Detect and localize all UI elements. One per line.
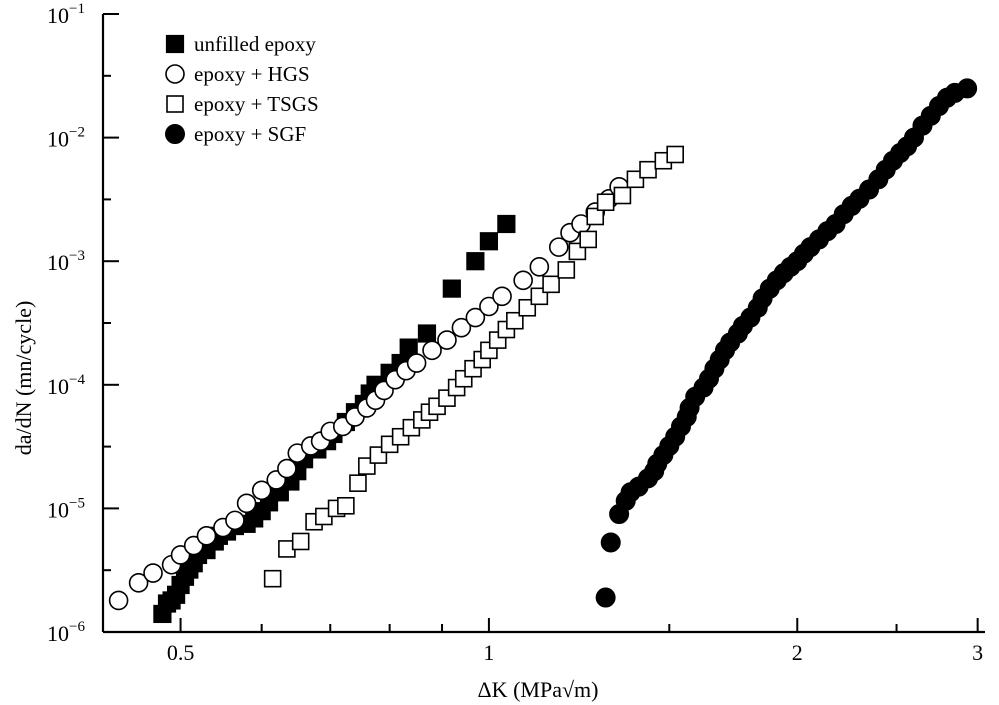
data-point <box>236 493 257 514</box>
series-2 <box>263 145 684 588</box>
legend-marker <box>166 95 184 113</box>
y-tick-label-exponent: −5 <box>69 495 85 511</box>
legend: unfilled epoxy epoxy + HGS epoxy + TSGS epo… <box>165 32 319 146</box>
data-point <box>596 193 615 212</box>
y-tick-label-exponent: −6 <box>69 619 85 635</box>
series-layer <box>108 78 978 624</box>
data-point <box>479 296 499 317</box>
data-point <box>196 526 217 546</box>
data-point <box>666 145 684 164</box>
series-0 <box>153 214 516 624</box>
data-point <box>529 257 550 277</box>
y-ticks: 10−610−510−410−310−210−1 <box>47 1 119 646</box>
y-tick-label-exponent: −2 <box>69 125 85 141</box>
legend-label: epoxy + TSGS <box>194 92 319 116</box>
data-point <box>263 569 282 588</box>
data-point <box>170 545 191 565</box>
legend-label: unfilled epoxy <box>194 32 316 56</box>
legend-label: epoxy + HGS <box>194 62 310 86</box>
data-point <box>957 78 978 99</box>
data-point <box>349 474 367 492</box>
data-point <box>406 353 427 373</box>
x-tick-label: 0.5 <box>167 640 195 665</box>
data-point <box>399 338 418 357</box>
x-tick-label: 2 <box>792 640 803 665</box>
y-tick-label-exponent: −4 <box>69 372 85 388</box>
y-tick-label: 10−6 <box>47 619 85 646</box>
data-point <box>337 496 355 515</box>
data-point <box>579 230 597 249</box>
data-point <box>595 587 616 608</box>
data-point <box>506 311 524 330</box>
data-point <box>479 232 499 251</box>
data-point <box>437 330 457 350</box>
y-tick-label-base: 10 <box>47 127 69 152</box>
x-axis-label: ΔK (MPa√m) <box>478 677 599 702</box>
data-point <box>422 340 442 361</box>
y-tick-label-base: 10 <box>47 374 69 399</box>
data-point <box>251 480 272 501</box>
x-tick-label: 3 <box>972 640 983 665</box>
data-point <box>586 207 605 226</box>
y-tick-label: 10−3 <box>47 248 85 275</box>
legend-marker <box>165 34 185 54</box>
data-point <box>600 532 621 553</box>
y-tick-label-base: 10 <box>47 621 69 646</box>
y-axis-label: da/dN (mn/cycle) <box>11 301 36 456</box>
y-tick-label-base: 10 <box>47 250 69 275</box>
data-point <box>442 279 461 298</box>
data-point <box>542 275 560 294</box>
x-tick-label: 1 <box>483 640 494 665</box>
data-point <box>492 286 512 307</box>
data-point <box>466 252 485 271</box>
x-ticks: 0.5 1 2 3 <box>167 618 983 665</box>
y-tick-label-base: 10 <box>47 497 69 522</box>
y-tick-label-base: 10 <box>47 3 69 28</box>
series-1 <box>108 176 629 611</box>
series-3 <box>595 78 978 608</box>
data-point <box>143 563 163 583</box>
data-point <box>639 160 657 179</box>
y-tick-label-exponent: −1 <box>69 1 85 17</box>
data-point <box>497 214 516 234</box>
y-tick-label: 10−1 <box>47 1 85 28</box>
data-point <box>128 573 149 593</box>
data-point <box>417 324 437 343</box>
data-point <box>613 186 632 205</box>
y-tick-label-exponent: −3 <box>69 248 85 264</box>
data-point <box>451 317 472 338</box>
data-point <box>277 458 297 479</box>
data-point <box>557 261 576 279</box>
data-point <box>183 535 204 556</box>
legend-marker <box>165 64 185 84</box>
legend-label: epoxy + SGF <box>194 122 306 146</box>
data-point <box>291 532 310 551</box>
y-tick-label: 10−2 <box>47 125 85 152</box>
legend-marker <box>165 124 185 144</box>
data-point <box>513 270 533 291</box>
data-point <box>465 307 486 328</box>
data-point <box>108 590 129 611</box>
y-tick-label: 10−5 <box>47 495 85 522</box>
data-point <box>225 510 245 531</box>
y-tick-label: 10−4 <box>47 372 85 399</box>
data-point <box>548 237 569 257</box>
